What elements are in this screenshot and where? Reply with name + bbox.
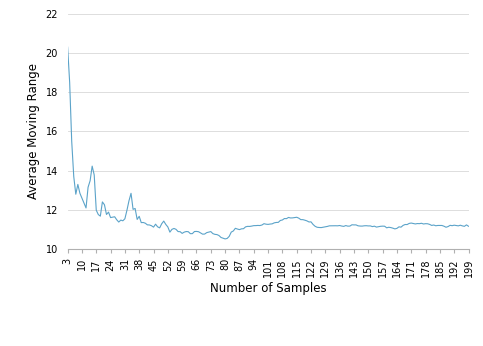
X-axis label: Number of Samples: Number of Samples <box>210 282 327 295</box>
Y-axis label: Average Moving Range: Average Moving Range <box>27 63 40 200</box>
